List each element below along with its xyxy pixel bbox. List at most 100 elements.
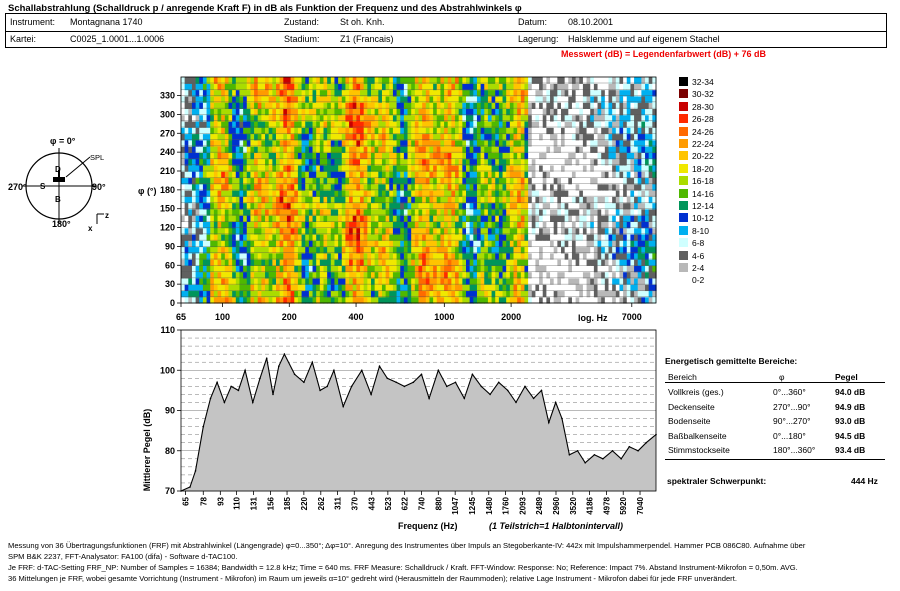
heatmap-cell [294, 233, 299, 241]
heatmap-cell [297, 152, 303, 160]
heatmap-cell [338, 208, 343, 216]
heatmap-cell [301, 215, 306, 222]
heatmap-cell [447, 296, 452, 304]
heatmap-cell [341, 102, 347, 109]
heatmap-cell [374, 108, 379, 116]
heatmap-cell [652, 89, 657, 97]
heatmap-cell [429, 215, 434, 222]
heatmap-cell [469, 139, 474, 147]
heatmap-cell [188, 202, 193, 210]
heatmap-cell [425, 215, 431, 222]
heatmap-cell [305, 265, 310, 273]
heatmap-cell [381, 139, 387, 147]
heatmap-cell [466, 196, 471, 204]
heatmap-cell [557, 190, 562, 197]
heatmap-cell [279, 208, 284, 216]
heatmap-cell [604, 177, 610, 185]
heatmap-cell [604, 240, 610, 248]
heatmap-cell [250, 240, 255, 248]
heatmap-cell [502, 271, 507, 279]
heatmap-cell [374, 152, 379, 160]
heatmap-cell [360, 127, 365, 135]
heatmap-cell [480, 240, 485, 248]
heatmap-cell [440, 146, 445, 153]
heatmap-cell [440, 259, 445, 266]
heatmap-cell [531, 246, 537, 254]
heatmap-cell [634, 190, 639, 197]
heatmap-cell [535, 120, 540, 128]
heatmap-cell [363, 77, 368, 84]
heatmap-cell [371, 127, 376, 135]
heatmap-cell [590, 252, 595, 260]
heatmap-cell [213, 152, 219, 160]
heatmap-cell [199, 177, 204, 185]
heatmap-cell [261, 265, 266, 273]
heatmap-cell [517, 290, 522, 298]
heatmap-cell [367, 114, 372, 122]
heatmap-cell [444, 259, 449, 266]
heatmap-cell [294, 284, 299, 292]
heatmap-cell [451, 265, 456, 273]
heatmap-cell [648, 190, 653, 197]
heatmap-cell [641, 221, 646, 229]
heatmap-cell [297, 208, 303, 216]
heatmap-cell [392, 120, 398, 128]
heatmap-cell [276, 227, 281, 235]
heatmap-cell [268, 240, 273, 248]
heatmap-cell [455, 290, 460, 298]
heatmap-cell [345, 158, 350, 166]
heatmap-cell [593, 240, 599, 248]
heatmap-cell [414, 133, 420, 141]
heatmap-cell [224, 164, 230, 172]
heatmap-cell [371, 114, 376, 122]
heatmap-cell [612, 183, 617, 191]
heatmap-cell [327, 164, 332, 172]
heatmap-cell [381, 290, 387, 298]
heatmap-cell [509, 246, 515, 254]
heatmap-cell [495, 215, 500, 222]
heatmap-cell [568, 164, 573, 172]
heatmap-cell [520, 240, 526, 248]
heatmap-cell [524, 120, 529, 128]
heatmap-cell [199, 139, 204, 147]
heatmap-cell [243, 271, 248, 279]
heatmap-cell [429, 120, 434, 128]
heatmap-cell [286, 177, 292, 185]
heatmap-cell [184, 164, 189, 172]
heatmap-cell [436, 284, 442, 292]
heatmap-cell [235, 284, 241, 292]
heatmap-cell [338, 190, 343, 197]
heatmap-cell [630, 133, 635, 141]
heatmap-cell [228, 95, 233, 103]
heatmap-cell [290, 139, 295, 147]
heatmap-cell [235, 246, 241, 254]
heatmap-cell [539, 77, 544, 84]
heatmap-cell [181, 108, 186, 116]
heatmap-cell [272, 202, 277, 210]
heatmap-cell [356, 196, 361, 204]
heatmap-cell [491, 259, 496, 266]
heatmap-cell [195, 146, 200, 153]
heatmap-cell [480, 171, 485, 179]
heatmap-cell [619, 183, 624, 191]
heatmap-cell [645, 102, 650, 109]
heatmap-cell [323, 102, 328, 109]
heatmap-cell [400, 83, 405, 91]
heatmap-cell [381, 277, 387, 285]
heatmap-cell [338, 95, 343, 103]
heatmap-cell [371, 215, 376, 222]
heatmap-cell [202, 265, 208, 273]
heatmap-cell [232, 102, 237, 109]
heatmap-cell [637, 208, 642, 216]
heatmap-cell [557, 158, 562, 166]
heatmap-cell [652, 83, 657, 91]
heatmap-cell [418, 215, 423, 222]
heatmap-cell [575, 284, 580, 292]
heatmap-cell [553, 240, 558, 248]
heatmap-cell [312, 183, 317, 191]
heatmap-cell [422, 133, 427, 141]
heatmap-cell [243, 277, 248, 285]
heatmap-cell [224, 221, 230, 229]
info-box: Instrument: Montagnana 1740 Zustand: St … [5, 13, 887, 48]
heatmap-cell [257, 158, 262, 166]
